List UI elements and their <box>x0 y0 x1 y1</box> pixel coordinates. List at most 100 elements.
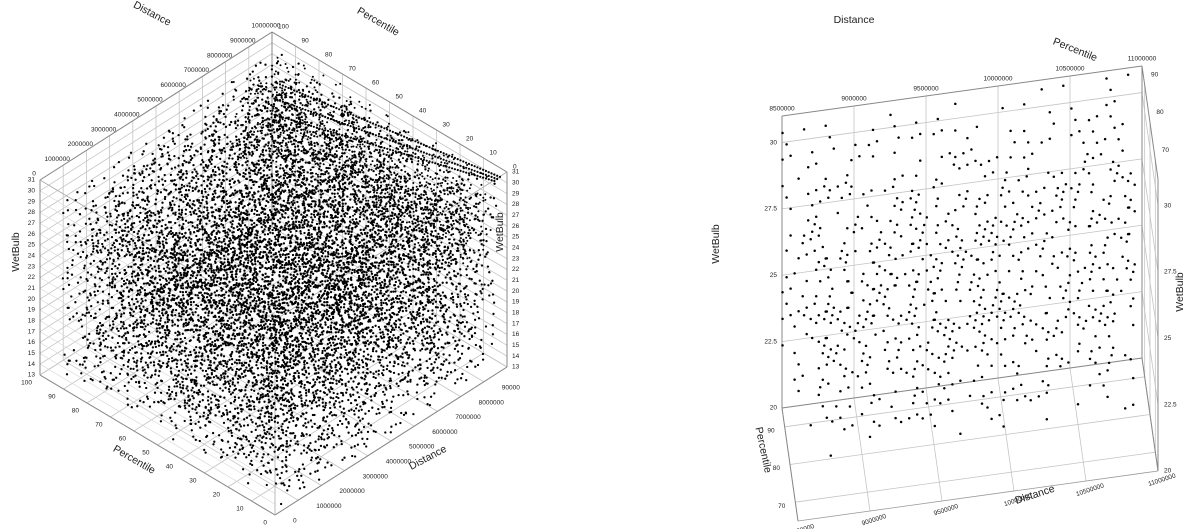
data-point <box>342 290 345 294</box>
data-point <box>207 381 210 384</box>
data-point <box>256 425 259 428</box>
data-point <box>194 359 197 363</box>
data-point <box>292 419 295 423</box>
data-point <box>406 362 409 365</box>
data-point <box>170 356 174 360</box>
data-point <box>397 393 400 397</box>
data-point <box>138 288 141 292</box>
data-point <box>259 222 263 225</box>
data-point <box>215 323 218 326</box>
data-point <box>226 440 230 443</box>
data-point <box>442 305 445 308</box>
data-point <box>173 411 177 414</box>
data-point <box>209 359 212 363</box>
data-point <box>157 341 161 344</box>
data-point <box>233 238 236 241</box>
data-point <box>209 421 212 424</box>
data-point <box>183 350 186 353</box>
data-point <box>258 270 261 273</box>
data-point <box>385 399 388 402</box>
data-point <box>206 340 209 343</box>
data-point <box>426 366 429 370</box>
data-point <box>440 297 443 301</box>
data-point <box>126 331 130 335</box>
data-point <box>195 307 198 310</box>
data-point <box>238 437 242 440</box>
data-point <box>258 387 261 390</box>
data-point <box>187 239 190 242</box>
data-point <box>466 365 469 369</box>
data-point <box>156 330 159 333</box>
data-point <box>190 389 193 392</box>
data-point <box>397 373 400 376</box>
data-point <box>247 341 250 345</box>
data-point <box>233 398 237 402</box>
data-point <box>216 354 219 357</box>
data-point <box>268 419 271 422</box>
data-point <box>213 339 217 343</box>
data-point <box>336 423 340 427</box>
data-point <box>271 458 274 461</box>
data-point <box>344 382 347 386</box>
data-point <box>270 355 273 358</box>
data-point <box>304 389 308 392</box>
data-point <box>112 323 115 326</box>
data-point <box>377 373 380 376</box>
data-point <box>209 364 212 367</box>
data-point <box>328 226 331 229</box>
data-point <box>314 401 318 404</box>
data-point <box>183 359 186 363</box>
box-edge <box>39 31 273 181</box>
data-point <box>209 412 212 415</box>
data-point <box>412 322 415 325</box>
data-point <box>225 271 228 274</box>
data-point <box>132 322 135 325</box>
data-point <box>162 267 166 270</box>
data-point <box>303 467 306 471</box>
data-point <box>480 338 483 342</box>
data-point <box>443 321 447 324</box>
data-point <box>388 354 391 357</box>
data-point <box>288 319 291 322</box>
data-point <box>246 396 249 399</box>
data-point <box>219 344 223 347</box>
data-point <box>439 302 443 305</box>
data-point <box>173 374 177 377</box>
data-point <box>224 404 227 408</box>
data-point <box>174 392 178 395</box>
data-point <box>280 425 283 428</box>
data-point <box>267 412 271 415</box>
data-point <box>392 334 395 337</box>
data-point <box>381 307 384 310</box>
data-point <box>191 318 194 321</box>
data-point <box>98 308 101 311</box>
data-point <box>205 222 208 225</box>
data-point <box>136 369 139 372</box>
data-point <box>304 265 308 269</box>
data-point <box>288 479 291 482</box>
data-point <box>151 310 154 313</box>
data-point <box>447 306 451 309</box>
data-point <box>338 435 341 438</box>
data-point <box>164 340 167 343</box>
data-point <box>444 342 447 345</box>
data-point <box>127 381 130 384</box>
data-point <box>260 459 263 463</box>
data-point <box>355 221 358 224</box>
data-point <box>285 465 288 468</box>
data-point <box>490 342 494 346</box>
data-point <box>464 286 467 289</box>
data-point <box>180 301 184 304</box>
data-point <box>223 375 226 378</box>
data-point <box>405 254 408 258</box>
data-point <box>299 385 303 388</box>
data-point <box>427 295 430 298</box>
data-point <box>446 333 449 336</box>
data-point <box>237 452 240 455</box>
box-edge <box>39 179 276 321</box>
data-point <box>357 358 360 361</box>
data-point <box>261 456 264 459</box>
data-point <box>248 356 251 359</box>
data-point <box>457 321 461 324</box>
data-point <box>240 364 244 367</box>
